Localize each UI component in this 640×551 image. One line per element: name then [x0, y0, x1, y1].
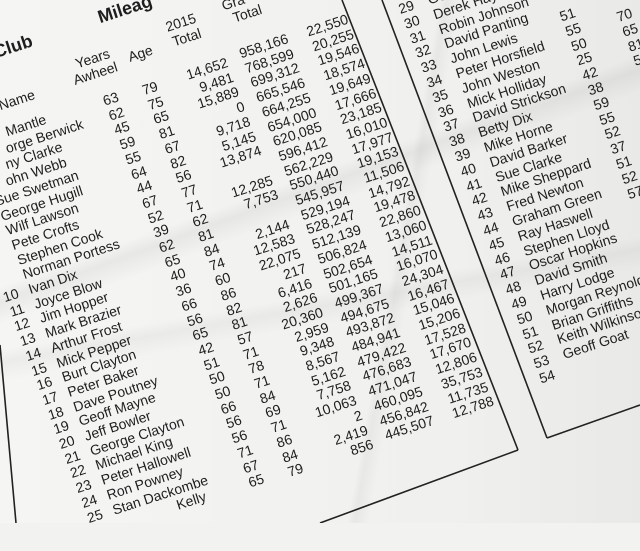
- left-table-right-border: [341, 0, 519, 451]
- right-table-bottom-border: [546, 404, 640, 439]
- table-borders: [0, 0, 640, 523]
- left-table-bottom-border: [319, 449, 519, 523]
- right-table-left-border: [381, 0, 548, 439]
- left-table-left-border: [0, 344, 17, 523]
- paper-background: [0, 0, 640, 523]
